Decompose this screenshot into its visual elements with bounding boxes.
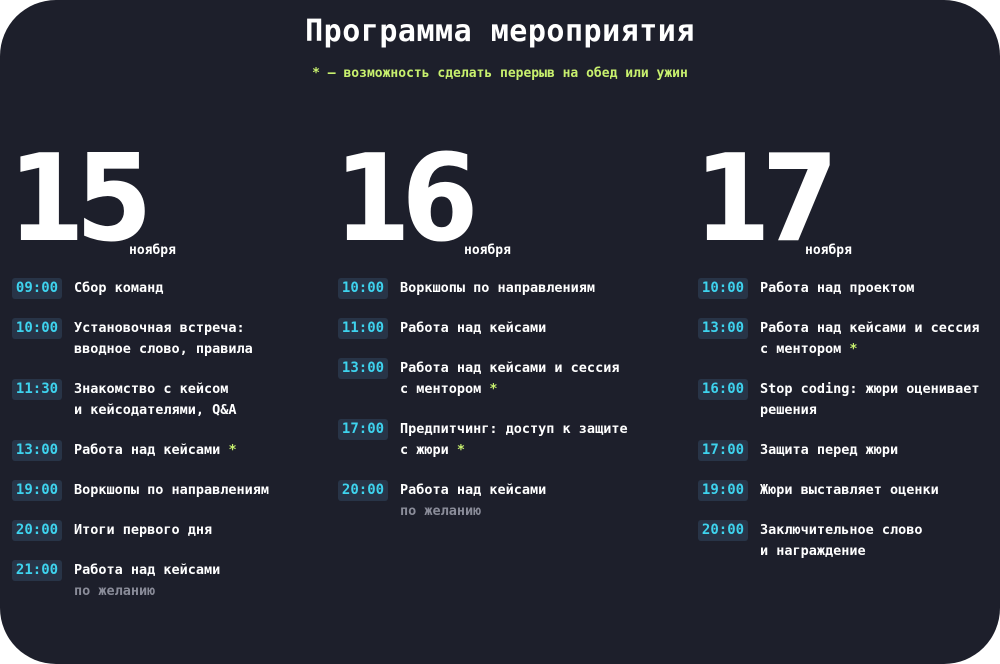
event-description: Работа над проектом [760,278,1000,299]
event-description: Stop coding: жюри оценивает решения [760,379,1000,421]
time-badge: 11:30 [12,379,62,400]
time-badge: 19:00 [12,480,62,501]
event-description: Воркшопы по направлениям [74,480,364,501]
event-title: Работа над кейсами [400,320,547,336]
day-month: ноября [805,243,852,258]
time-badge: 13:00 [12,440,62,461]
event-title: Заключительное слово [760,522,923,538]
time-badge: 20:00 [698,520,748,541]
event-title-continued: вводное слово, правила [74,341,253,357]
event-description: Предпитчинг: доступ к защите с жюри * [400,419,690,461]
event-title: Жюри выставляет оценки [760,482,939,498]
page-title: Программа мероприятия [305,14,695,49]
day-number: 16 [334,130,478,269]
time-badge: 17:00 [338,419,388,440]
event-description: Воркшопы по направлениям [400,278,690,299]
event-title: Установочная встреча: [74,320,245,336]
event-description: Работа над кейсами и сессия с ментором * [760,318,1000,360]
time-badge: 19:00 [698,480,748,501]
event-description: Жюри выставляет оценки [760,480,1000,501]
event-title: Работа над кейсами [400,482,547,498]
optional-note: по желанию [400,503,482,519]
event-description: Работа над кейсами * [74,440,364,461]
break-marker: * [456,442,466,458]
event-description: Работа над кейсами по желанию [400,480,690,522]
event-title: Знакомство с кейсом [74,381,229,397]
time-badge: 10:00 [338,278,388,299]
event-title-continued: и награждение [760,543,866,559]
time-badge: 17:00 [698,440,748,461]
time-badge: 10:00 [698,278,748,299]
day-month: ноября [464,243,511,258]
event-title-continued: с жюри [400,442,449,458]
event-description: Установочная встреча: вводное слово, прав… [74,318,364,360]
time-badge: 20:00 [12,520,62,541]
time-badge: 16:00 [698,379,748,400]
event-title-continued: с ментором [400,381,482,397]
event-title: Работа над кейсами [74,562,221,578]
break-marker: * [228,442,237,458]
event-title: Stop coding: жюри оценивает [760,381,980,397]
event-title: Сбор команд [74,280,164,296]
event-title: Воркшопы по направлениям [400,280,596,296]
event-title: Работа над кейсами и сессия [760,320,980,336]
event-description: Итоги первого дня [74,520,364,541]
event-title-continued: и кейсодателями, Q&A [74,402,237,418]
time-badge: 20:00 [338,480,388,501]
event-description: Защита перед жюри [760,440,1000,461]
event-description: Работа над кейсами и сессия с ментором * [400,358,690,400]
event-title-continued: с ментором [760,341,842,357]
event-description: Работа над кейсами по желанию [74,560,364,602]
event-title: Предпитчинг: доступ к защите [400,421,628,437]
event-description: Заключительное слово и награждение [760,520,1000,562]
event-description: Знакомство с кейсом и кейсодателями, Q&A [74,379,364,421]
event-description: Работа над кейсами [400,318,690,339]
event-title: Воркшопы по направлениям [74,482,270,498]
event-title: Работа над кейсами и сессия [400,360,620,376]
event-title: Работа над проектом [760,280,915,296]
day-number: 15 [8,130,152,269]
time-badge: 21:00 [12,560,62,581]
time-badge: 13:00 [338,358,388,379]
optional-note: по желанию [74,583,156,599]
day-number: 17 [694,130,838,269]
time-badge: 09:00 [12,278,62,299]
time-badge: 10:00 [12,318,62,339]
event-title-continued: решения [760,402,817,418]
event-title: Защита перед жюри [760,442,899,458]
time-badge: 11:00 [338,318,388,339]
break-legend: * — возможность сделать перерыв на обед … [312,66,688,81]
event-description: Сбор команд [74,278,364,299]
day-month: ноября [129,243,176,258]
break-marker: * [849,341,858,357]
time-badge: 13:00 [698,318,748,339]
event-title: Итоги первого дня [74,522,213,538]
event-title: Работа над кейсами [74,442,221,458]
break-marker: * [489,381,498,397]
